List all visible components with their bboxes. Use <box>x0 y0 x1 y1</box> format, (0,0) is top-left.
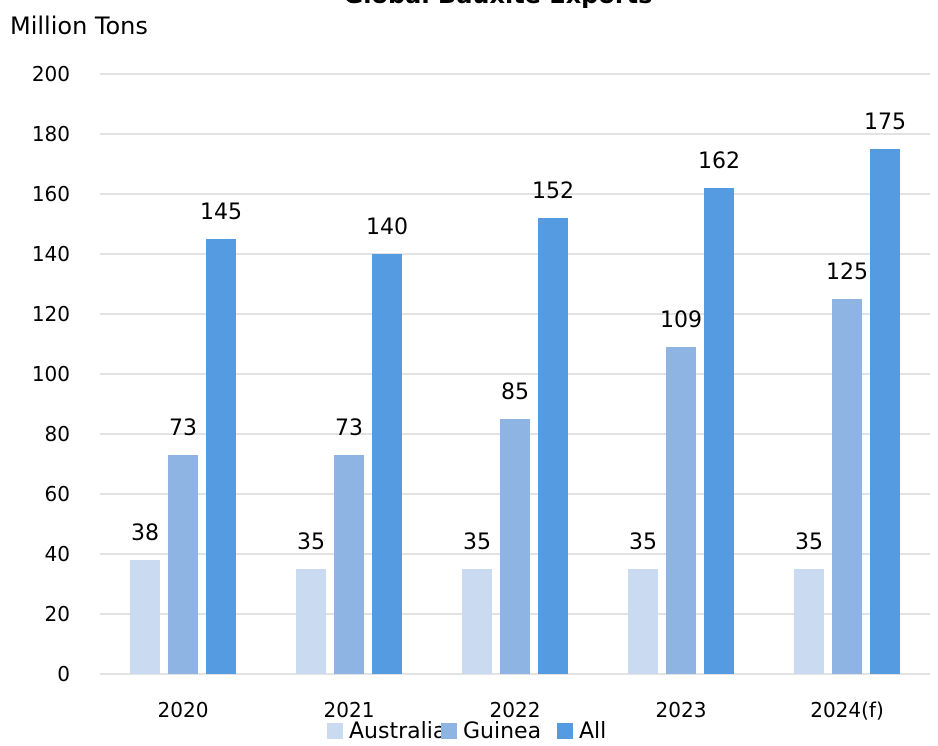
y-tick-label: 160 <box>32 182 70 206</box>
data-label: 38 <box>131 521 159 546</box>
y-tick-label: 120 <box>32 302 70 326</box>
bar-australia-2024(f) <box>794 569 824 674</box>
x-axis-ticks: 2020 2021 2022 2023 2024(f) <box>158 698 884 722</box>
legend-label-australia: Australia <box>349 719 446 744</box>
x-tick-label: 2021 <box>324 698 375 722</box>
legend-swatch-australia <box>327 723 343 739</box>
y-tick-label: 100 <box>32 362 70 386</box>
bar-australia-2021 <box>296 569 326 674</box>
data-label: 35 <box>795 530 823 555</box>
chart-title: Global Bauxite Exports <box>344 0 653 9</box>
bar-all-2021 <box>372 254 402 674</box>
data-label: 85 <box>501 380 529 405</box>
y-tick-label: 0 <box>57 662 70 686</box>
bar-australia-2023 <box>628 569 658 674</box>
bar-guinea-2021 <box>334 455 364 674</box>
bar-guinea-2023 <box>666 347 696 674</box>
legend: Australia Guinea All <box>327 719 606 744</box>
data-label: 140 <box>366 215 408 240</box>
x-tick-label: 2024(f) <box>810 698 884 722</box>
bar-australia-2020 <box>130 560 160 674</box>
y-tick-label: 140 <box>32 242 70 266</box>
data-labels: 38 73 145 35 73 140 35 85 152 35 109 162 35 125 175 <box>131 110 906 555</box>
data-label: 109 <box>660 308 702 333</box>
legend-swatch-guinea <box>441 723 457 739</box>
y-axis-label: Million Tons <box>10 12 148 40</box>
x-tick-label: 2022 <box>490 698 541 722</box>
legend-label-all: All <box>579 719 606 744</box>
bar-guinea-2020 <box>168 455 198 674</box>
x-tick-label: 2023 <box>656 698 707 722</box>
data-label: 35 <box>297 530 325 555</box>
data-label: 35 <box>629 530 657 555</box>
legend-swatch-all <box>557 723 573 739</box>
legend-label-guinea: Guinea <box>463 719 541 744</box>
data-label: 35 <box>463 530 491 555</box>
bar-all-2022 <box>538 218 568 674</box>
data-label: 175 <box>864 110 906 135</box>
y-tick-label: 80 <box>45 422 70 446</box>
y-tick-label: 20 <box>45 602 70 626</box>
bars <box>130 149 900 674</box>
data-label: 152 <box>532 179 574 204</box>
data-label: 162 <box>698 149 740 174</box>
x-tick-label: 2020 <box>158 698 209 722</box>
y-axis-ticks: 0 20 40 60 80 100 120 140 160 180 200 <box>32 62 70 686</box>
bar-guinea-2022 <box>500 419 530 674</box>
bar-all-2023 <box>704 188 734 674</box>
data-label: 73 <box>335 416 363 441</box>
y-tick-label: 200 <box>32 62 70 86</box>
data-label: 145 <box>200 200 242 225</box>
y-tick-label: 60 <box>45 482 70 506</box>
bar-guinea-2024(f) <box>832 299 862 674</box>
bar-all-2024(f) <box>870 149 900 674</box>
bar-australia-2022 <box>462 569 492 674</box>
data-label: 73 <box>169 416 197 441</box>
y-tick-label: 180 <box>32 122 70 146</box>
data-label: 125 <box>826 260 868 285</box>
y-tick-label: 40 <box>45 542 70 566</box>
bar-all-2020 <box>206 239 236 674</box>
